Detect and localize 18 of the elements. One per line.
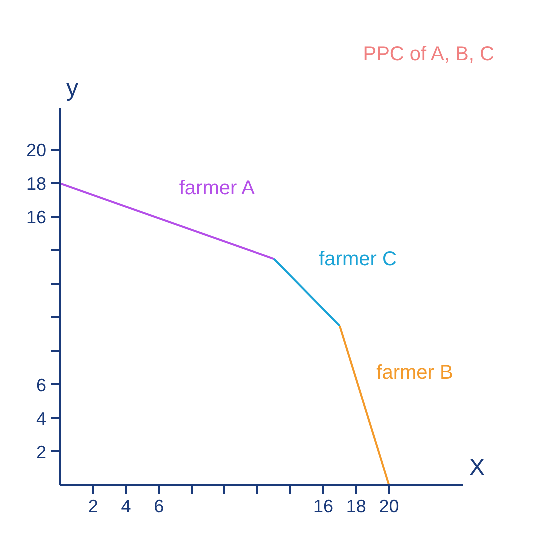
x-tick-label: 4 xyxy=(121,496,132,516)
y-tick-label: 16 xyxy=(26,208,47,228)
chart-title: PPC of A, B, C xyxy=(363,44,494,66)
x-tick-label: 18 xyxy=(346,496,366,516)
y-axis-title: y xyxy=(66,75,78,102)
series-label: farmer B xyxy=(376,362,454,384)
series-label: farmer A xyxy=(179,177,256,200)
x-tick-label: 2 xyxy=(88,496,98,516)
y-tick-label: 20 xyxy=(26,140,47,161)
y-tick-label: 4 xyxy=(36,408,47,429)
x-axis-title: X xyxy=(469,454,486,482)
x-tick-label: 6 xyxy=(154,496,164,516)
y-tick-label: 18 xyxy=(26,174,47,194)
x-tick-label: 16 xyxy=(314,496,334,516)
x-tick-label: 20 xyxy=(379,496,400,516)
series-label: farmer C xyxy=(319,248,397,271)
y-tick-label: 2 xyxy=(36,442,47,462)
y-tick-label: 6 xyxy=(36,375,47,396)
